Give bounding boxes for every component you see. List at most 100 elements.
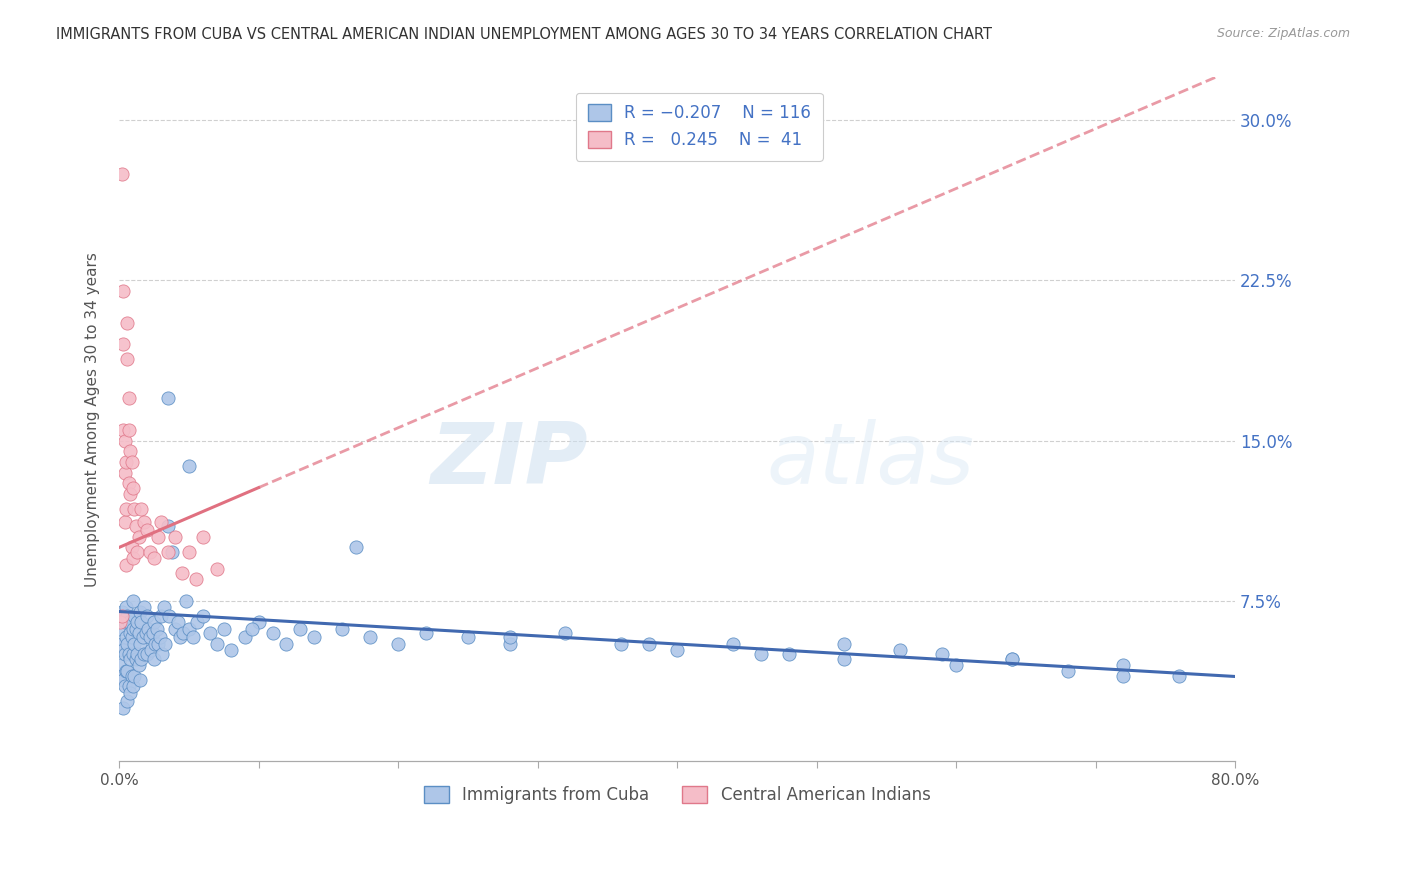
Point — [139, 643, 162, 657]
Point — [156, 545, 179, 559]
Point — [415, 626, 437, 640]
Point — [135, 626, 157, 640]
Point — [129, 605, 152, 619]
Point — [1168, 668, 1191, 682]
Point — [177, 459, 200, 474]
Point — [124, 636, 146, 650]
Point — [1001, 651, 1024, 665]
Point — [186, 615, 208, 630]
Text: IMMIGRANTS FROM CUBA VS CENTRAL AMERICAN INDIAN UNEMPLOYMENT AMONG AGES 30 TO 34: IMMIGRANTS FROM CUBA VS CENTRAL AMERICAN… — [56, 27, 993, 42]
Point — [145, 622, 167, 636]
Point — [121, 668, 143, 682]
Point — [276, 636, 298, 650]
Point — [112, 643, 135, 657]
Point — [304, 630, 326, 644]
Point — [114, 466, 136, 480]
Point — [112, 337, 135, 351]
Legend: Immigrants from Cuba, Central American Indians: Immigrants from Cuba, Central American I… — [413, 776, 941, 814]
Point — [120, 651, 142, 665]
Point — [136, 647, 159, 661]
Point — [121, 630, 143, 644]
Point — [115, 502, 138, 516]
Point — [834, 651, 856, 665]
Point — [169, 630, 191, 644]
Point — [1112, 668, 1135, 682]
Point — [247, 615, 270, 630]
Point — [125, 622, 148, 636]
Point — [125, 519, 148, 533]
Point — [610, 636, 633, 650]
Point — [118, 647, 141, 661]
Point — [174, 594, 197, 608]
Point — [749, 647, 772, 661]
Point — [122, 481, 145, 495]
Point — [945, 657, 967, 672]
Point — [127, 545, 149, 559]
Point — [138, 622, 160, 636]
Point — [359, 630, 381, 644]
Point — [134, 515, 156, 529]
Point — [118, 476, 141, 491]
Point — [115, 558, 138, 572]
Point — [148, 630, 170, 644]
Text: Source: ZipAtlas.com: Source: ZipAtlas.com — [1216, 27, 1350, 40]
Point — [387, 636, 409, 650]
Point — [121, 541, 143, 555]
Point — [125, 651, 148, 665]
Point — [117, 694, 139, 708]
Point — [153, 636, 176, 650]
Point — [931, 647, 953, 661]
Point — [142, 651, 165, 665]
Point — [205, 562, 228, 576]
Point — [172, 626, 194, 640]
Point — [118, 423, 141, 437]
Point — [122, 679, 145, 693]
Point — [111, 668, 134, 682]
Point — [131, 502, 153, 516]
Y-axis label: Unemployment Among Ages 30 to 34 years: Unemployment Among Ages 30 to 34 years — [86, 252, 100, 587]
Point — [129, 673, 152, 687]
Point — [132, 630, 155, 644]
Point — [128, 657, 150, 672]
Point — [112, 608, 135, 623]
Point — [233, 630, 256, 644]
Point — [115, 630, 138, 644]
Point — [127, 615, 149, 630]
Point — [122, 594, 145, 608]
Point — [112, 423, 135, 437]
Point — [114, 647, 136, 661]
Point — [134, 647, 156, 661]
Point — [157, 608, 180, 623]
Point — [120, 487, 142, 501]
Point — [117, 665, 139, 679]
Point — [141, 626, 163, 640]
Point — [198, 626, 221, 640]
Point — [177, 622, 200, 636]
Point — [166, 615, 188, 630]
Point — [498, 636, 520, 650]
Point — [118, 391, 141, 405]
Point — [112, 284, 135, 298]
Point — [160, 545, 183, 559]
Point — [117, 316, 139, 330]
Point — [666, 643, 689, 657]
Point — [136, 608, 159, 623]
Point — [290, 622, 312, 636]
Point — [344, 541, 367, 555]
Point — [142, 615, 165, 630]
Point — [111, 608, 134, 623]
Point — [177, 545, 200, 559]
Point — [191, 530, 214, 544]
Point — [115, 455, 138, 469]
Point — [638, 636, 661, 650]
Point — [205, 636, 228, 650]
Point — [124, 668, 146, 682]
Point — [554, 626, 576, 640]
Point — [191, 608, 214, 623]
Point — [124, 608, 146, 623]
Point — [219, 643, 242, 657]
Point — [498, 630, 520, 644]
Point — [122, 622, 145, 636]
Point — [117, 352, 139, 367]
Point — [152, 600, 174, 615]
